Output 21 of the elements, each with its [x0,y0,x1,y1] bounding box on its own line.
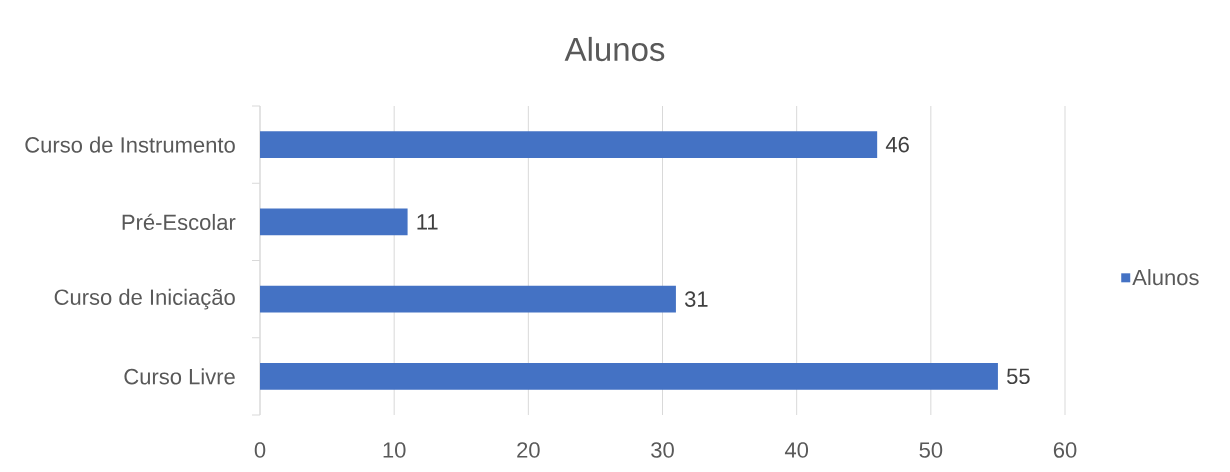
data-label: 46 [885,136,909,153]
x-tick-label: 40 [784,442,809,458]
y-tick-label: Pré-Escolar [122,213,236,231]
y-tick-label: Curso de Iniciação [54,288,235,310]
x-tick-label: 60 [1053,442,1077,458]
legend-label: Alunos [1132,269,1199,286]
x-tick-label: 10 [383,442,406,458]
data-label: 31 [684,291,708,307]
y-tick-label: Curso Livre [124,368,235,385]
bar [260,208,408,236]
data-label: 55 [1007,368,1030,385]
y-tick-label: Curso de Instrumento [25,136,235,153]
chart-title: Alunos [564,36,665,62]
x-tick-label: 30 [651,442,674,458]
bar [260,131,878,158]
bar [260,363,998,390]
x-tick-label: 50 [919,442,943,458]
x-tick-label: 20 [517,442,540,458]
data-label: 11 [417,214,438,230]
x-tick-label: 0 [254,442,266,458]
bar [260,285,676,313]
